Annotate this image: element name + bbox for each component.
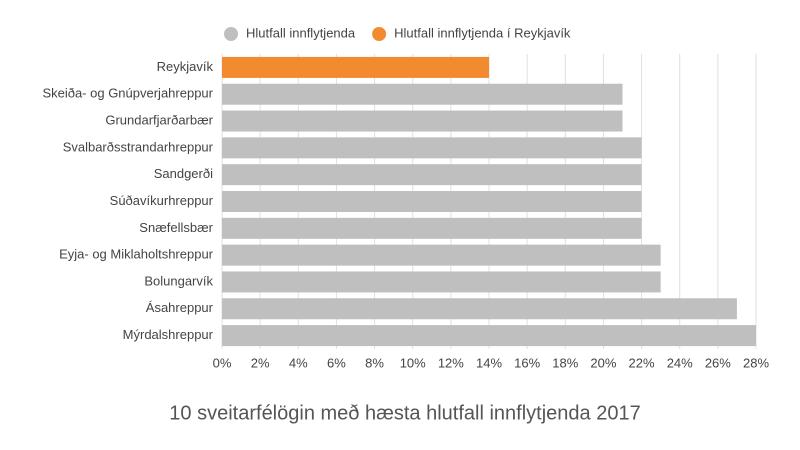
y-tick-label: Reykjavík: [157, 59, 214, 74]
x-tick-label: 26%: [705, 355, 731, 370]
x-tick-label: 18%: [552, 355, 578, 370]
legend-marker: [372, 27, 387, 41]
y-tick-label: Grundarfjarðarbær: [105, 112, 213, 127]
bar: [222, 56, 489, 78]
bar: [222, 83, 623, 105]
y-tick-label: Ásahreppur: [146, 300, 214, 315]
x-tick-label: 14%: [476, 355, 502, 370]
bar: [222, 110, 623, 132]
x-tick-label: 10%: [400, 355, 426, 370]
y-tick-label: Eyja- og Miklaholtshreppur: [59, 247, 214, 262]
bar: [222, 217, 642, 239]
x-tick-label: 8%: [365, 355, 384, 370]
y-tick-label: Sandgerði: [154, 166, 213, 181]
chart-title: 10 sveitarfélögin með hæsta hlutfall inn…: [169, 402, 640, 424]
bar: [222, 325, 756, 347]
bar: [222, 137, 642, 159]
legend-label: Hlutfall innflytjenda í Reykjavík: [394, 25, 571, 40]
x-tick-label: 16%: [514, 355, 540, 370]
y-tick-label: Skeiða- og Gnúpverjahreppur: [42, 86, 213, 101]
y-tick-label: Súðavíkurhreppur: [110, 193, 214, 208]
y-tick-label: Svalbarðsstrandarhreppur: [63, 139, 214, 154]
x-tick-label: 6%: [327, 355, 346, 370]
bar: [222, 271, 661, 293]
x-tick-label: 24%: [667, 355, 693, 370]
legend-marker: [224, 27, 238, 41]
y-tick-label: Bolungarvík: [144, 273, 213, 288]
x-tick-label: 4%: [289, 355, 308, 370]
legend-label: Hlutfall innflytjenda: [246, 25, 356, 40]
x-tick-label: 2%: [251, 355, 270, 370]
x-tick-label: 28%: [743, 355, 769, 370]
x-tick-label: 0%: [213, 355, 232, 370]
x-tick-label: 20%: [590, 355, 616, 370]
bar: [222, 244, 661, 266]
bar: [222, 191, 642, 212]
x-tick-label: 12%: [438, 355, 464, 370]
y-tick-label: Mýrdalshreppur: [123, 327, 214, 342]
bar: [222, 164, 642, 186]
x-tick-label: 22%: [629, 355, 655, 370]
y-tick-label: Snæfellsbær: [139, 220, 213, 235]
bar: [222, 298, 737, 320]
